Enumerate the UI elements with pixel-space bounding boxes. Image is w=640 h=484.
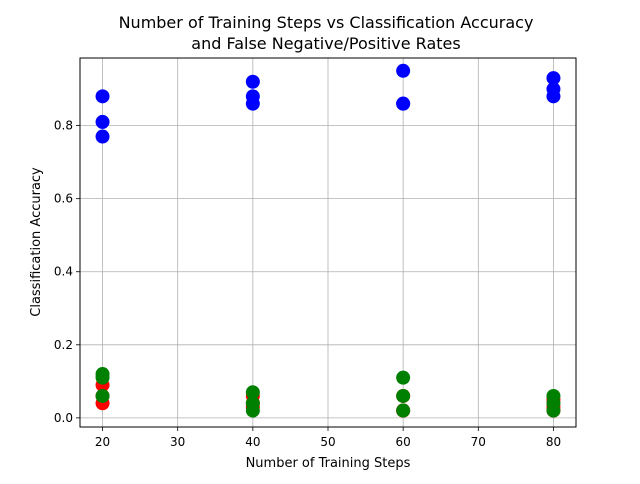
data-point xyxy=(546,89,561,104)
data-point xyxy=(245,96,260,111)
y-tick-label: 0.6 xyxy=(54,192,73,206)
data-point xyxy=(396,63,411,78)
y-tick-label: 0.8 xyxy=(54,119,73,133)
data-point xyxy=(95,388,110,403)
x-tick-label: 70 xyxy=(471,435,486,449)
data-point xyxy=(396,403,411,418)
data-point xyxy=(245,396,260,411)
x-tick-label: 50 xyxy=(320,435,335,449)
data-point xyxy=(245,74,260,89)
grid-lines xyxy=(80,58,576,427)
y-axis-label: Classification Accuracy xyxy=(29,167,44,317)
x-tick-label: 40 xyxy=(245,435,260,449)
y-tick-label: 0.4 xyxy=(54,265,73,279)
y-tick-label: 0.2 xyxy=(54,338,73,352)
data-point xyxy=(396,370,411,385)
data-points xyxy=(95,63,561,418)
x-tick-label: 20 xyxy=(95,435,110,449)
data-point xyxy=(95,370,110,385)
data-point xyxy=(396,388,411,403)
chart-title-line-1: Number of Training Steps vs Classificati… xyxy=(119,13,534,32)
chart-title-line-2: and False Negative/Positive Rates xyxy=(191,34,460,53)
data-point xyxy=(95,89,110,104)
data-point xyxy=(95,114,110,129)
x-tick-label: 80 xyxy=(546,435,561,449)
x-axis-label: Number of Training Steps xyxy=(246,456,411,471)
x-tick-label: 60 xyxy=(396,435,411,449)
x-tick-label: 30 xyxy=(170,435,185,449)
plot-frame xyxy=(79,57,577,428)
y-tick-label: 0.0 xyxy=(54,411,73,425)
data-point xyxy=(546,71,561,86)
data-point xyxy=(396,96,411,111)
data-point xyxy=(95,129,110,144)
data-point xyxy=(546,403,561,418)
axis-ticks: 20 30 40 50 60 70 80 0.0 0.2 0.4 0.6 0.8 xyxy=(54,119,561,449)
data-point xyxy=(245,385,260,400)
